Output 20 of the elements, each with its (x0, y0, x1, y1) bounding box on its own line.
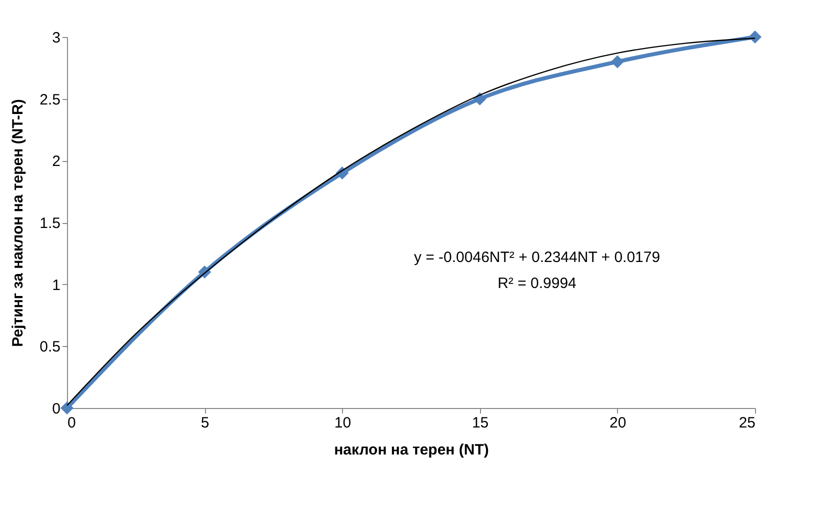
y-tick-label: 2.5 (40, 91, 60, 108)
y-axis-title: Рејтинг за наклон на терен (NT-R) (10, 99, 27, 347)
x-axis-title: наклон на терен (NT) (334, 442, 489, 458)
point (610, 55, 624, 68)
point (748, 30, 762, 44)
point (60, 401, 74, 415)
x-tick-label: 15 (472, 414, 489, 432)
y-tick-label: 0 (52, 400, 60, 418)
x-tick-label: 20 (610, 414, 626, 432)
x-tick-label: 25 (738, 414, 756, 432)
x-tick-label: 10 (334, 414, 352, 432)
x-tick-label: 5 (200, 414, 210, 432)
annotation: R² = 0.9994 (498, 275, 576, 292)
y-tick-label: 2 (52, 153, 60, 170)
y-tick-label: 1 (52, 276, 60, 294)
y-tick-label: 0.5 (40, 338, 60, 356)
annotation: y = -0.0046NT² + 0.2344NT + 0.0179 (414, 249, 660, 266)
y-tick-label: 1.5 (40, 215, 60, 232)
x-tick-label: 0 (68, 414, 76, 432)
y-tick-label: 3 (52, 30, 60, 46)
